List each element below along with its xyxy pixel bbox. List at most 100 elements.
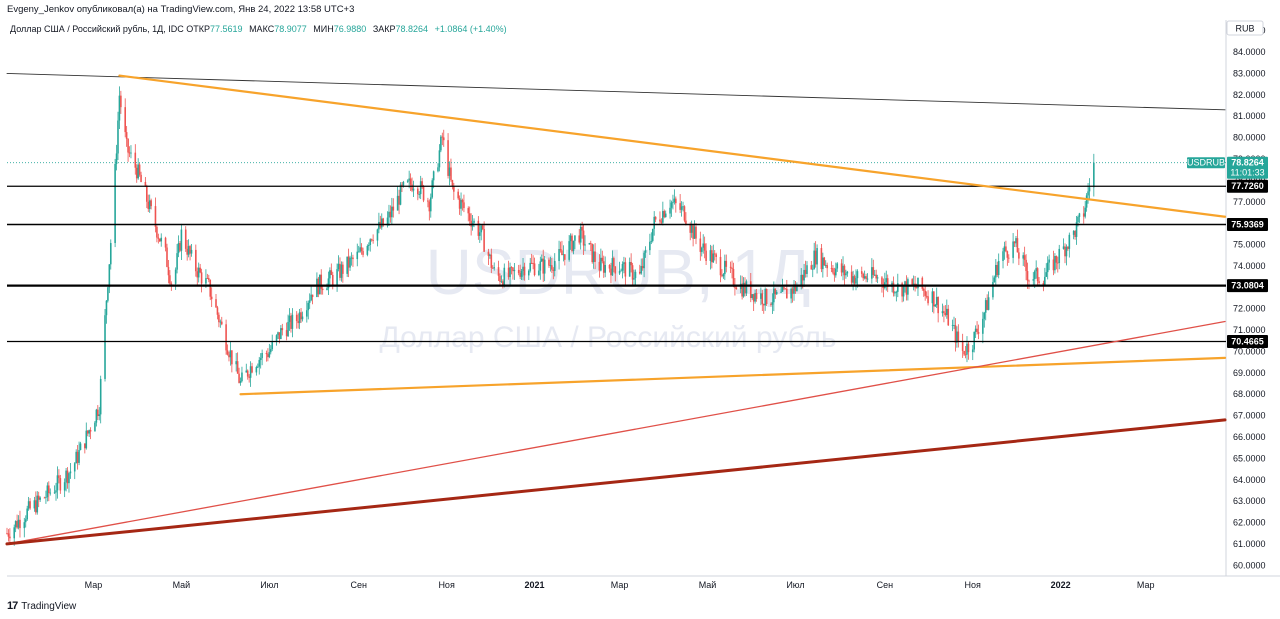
candle-body xyxy=(813,250,815,269)
candle-body xyxy=(477,220,480,236)
candle-body xyxy=(1077,216,1079,223)
candle-body xyxy=(751,294,754,298)
candle-body xyxy=(7,533,10,537)
candle-body xyxy=(1032,279,1035,281)
candle-body xyxy=(755,292,758,299)
candle-body xyxy=(963,350,965,355)
candle-body xyxy=(125,132,128,139)
candle-body xyxy=(388,211,390,218)
currency-box[interactable] xyxy=(1226,20,1264,36)
candle-body xyxy=(6,533,8,535)
candle-body xyxy=(840,263,843,273)
candle-body xyxy=(115,153,118,165)
price-tick-label: 80.0000 xyxy=(1233,133,1266,143)
candle-body xyxy=(810,265,813,270)
candle-body xyxy=(786,288,788,299)
trendline-triangle-lower xyxy=(239,356,1227,396)
candle-body xyxy=(1006,251,1009,258)
publisher-info: Evgeny_Jenkov опубликовал(а) на TradingV… xyxy=(7,4,355,15)
candle-body xyxy=(156,226,158,238)
candle-body xyxy=(598,261,601,271)
candle-body xyxy=(26,508,28,520)
candle-body xyxy=(761,293,764,305)
candle-body xyxy=(196,271,199,278)
candle-body xyxy=(396,195,399,211)
candle-body xyxy=(512,267,514,272)
candle-body xyxy=(249,366,252,378)
candle-body xyxy=(362,251,364,255)
price-tick-label: 66.0000 xyxy=(1233,432,1266,442)
candle-body xyxy=(330,270,333,275)
candle-body xyxy=(538,270,540,276)
candle-body xyxy=(321,288,324,291)
candle-body xyxy=(372,240,374,241)
candle-body xyxy=(431,180,434,198)
candle-body xyxy=(907,279,909,295)
candle-body xyxy=(771,302,774,305)
candle-body xyxy=(822,257,824,270)
candle-body xyxy=(378,221,380,230)
candle-body xyxy=(745,281,748,294)
price-axis[interactable]: 60.0000 61.0000 62.0000 63.0000 64.0000 65.00… xyxy=(1233,26,1266,571)
candle-body xyxy=(124,107,126,133)
candle-body xyxy=(1065,246,1068,257)
candle-body xyxy=(814,250,817,265)
candle-body xyxy=(269,349,272,353)
candle-body xyxy=(620,270,622,272)
candle-body xyxy=(589,243,592,244)
candle-body xyxy=(297,321,299,324)
price-tick-label: 77.0000 xyxy=(1233,197,1266,207)
candle-body xyxy=(719,256,722,276)
candle-body xyxy=(572,240,575,252)
footer-brand[interactable]: 17 TradingView xyxy=(7,600,76,612)
candle-body xyxy=(693,226,696,239)
symbol-info-line[interactable]: Доллар США / Российский рубль, 1Д, IDC О… xyxy=(10,24,511,34)
candle-body xyxy=(986,300,988,310)
candle-body xyxy=(623,262,625,265)
symbol-badge-label: USDRUB xyxy=(1187,158,1225,168)
candle-body xyxy=(497,267,500,276)
candle-body xyxy=(88,430,90,434)
candle-body xyxy=(630,262,632,266)
candle-body xyxy=(634,271,637,279)
candle-body xyxy=(604,264,606,273)
candle-body xyxy=(432,171,435,181)
candle-body xyxy=(689,224,692,233)
candle-body xyxy=(95,409,98,423)
candle-body xyxy=(197,267,200,278)
trendline-support-red xyxy=(6,320,1226,545)
candle-body xyxy=(226,350,229,355)
candle-body xyxy=(391,206,393,218)
time-axis[interactable]: Мар Май Июл Сен Ноя 2021 Мар Май Июл Сен Ноя 2022 Ма… xyxy=(85,580,1155,590)
candle-body xyxy=(418,194,421,195)
candle-body xyxy=(463,202,465,209)
candle-body xyxy=(649,241,651,251)
candle-body xyxy=(428,201,431,212)
candle-body xyxy=(55,490,57,493)
candle-body xyxy=(300,312,302,320)
candle-body xyxy=(860,271,863,274)
candle-body xyxy=(478,232,481,236)
candle-body xyxy=(715,254,717,257)
candle-body xyxy=(14,521,17,528)
candle-body xyxy=(339,263,341,278)
candle-body xyxy=(912,283,915,285)
candle-body xyxy=(853,276,856,284)
candle-body xyxy=(675,198,677,204)
candle-body xyxy=(911,279,914,285)
candle-body xyxy=(770,304,772,305)
candle-body xyxy=(438,150,441,168)
candle-body xyxy=(894,292,896,294)
candle-body xyxy=(670,202,673,208)
candle-body xyxy=(206,278,209,279)
candle-body xyxy=(1016,238,1019,253)
candle-body xyxy=(68,473,70,484)
candle-body xyxy=(660,221,663,223)
candle-body xyxy=(427,200,429,202)
candle-body xyxy=(744,282,746,294)
price-tick-label: 83.0000 xyxy=(1233,68,1266,78)
candle-body xyxy=(937,296,939,314)
candle-body xyxy=(800,274,803,286)
candle-body xyxy=(872,267,875,275)
